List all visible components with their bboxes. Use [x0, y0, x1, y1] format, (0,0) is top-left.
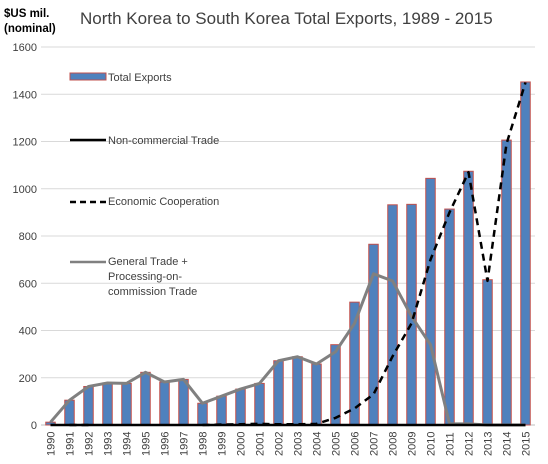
bar-total-exports	[235, 388, 246, 426]
y-axis-label-line1: $US mil.	[4, 8, 49, 20]
x-tick-label: 1991	[65, 432, 77, 456]
x-tick-label: 2005	[331, 432, 343, 456]
y-tick-label: 200	[19, 373, 37, 385]
bar-total-exports	[444, 208, 455, 426]
bar-total-exports	[520, 81, 531, 426]
legend: Total Exports Non-commercial Trade Econo…	[69, 72, 219, 298]
x-tick-label: 2012	[464, 432, 476, 456]
bar-total-exports	[197, 402, 208, 426]
x-tick-label: 1996	[160, 432, 172, 456]
x-tick-label: 1999	[217, 432, 229, 456]
x-tick-label: 1990	[46, 432, 58, 456]
legend-label-economic-cooperation: Economic Cooperation	[108, 196, 219, 208]
x-tick-label: 2009	[407, 432, 419, 456]
legend-label-non-commercial: Non-commercial Trade	[108, 135, 219, 147]
bar-total-exports	[254, 382, 265, 426]
x-tick-label: 2014	[502, 432, 514, 456]
x-tick-label: 1995	[141, 432, 153, 456]
legend-swatch-total-exports	[69, 72, 107, 81]
bar-total-exports	[387, 204, 398, 426]
x-tick-label: 2000	[236, 432, 248, 456]
bar-total-exports	[463, 170, 474, 426]
y-tick-label: 1000	[13, 184, 37, 196]
x-tick-label: 2006	[350, 432, 362, 456]
y-tick-label: 600	[19, 278, 37, 290]
x-tick-label: 2007	[369, 432, 381, 456]
bar-total-exports	[159, 381, 170, 426]
y-tick-label: 1600	[13, 42, 37, 54]
bar-total-exports	[102, 382, 113, 426]
bar-total-exports	[501, 139, 512, 426]
x-tick-label: 2004	[312, 432, 324, 456]
x-tick-label: 2011	[445, 432, 457, 456]
x-tick-label: 2013	[483, 432, 495, 456]
x-tick-label: 2015	[521, 432, 533, 456]
bar-total-exports	[425, 177, 436, 426]
gridlines	[41, 46, 535, 426]
legend-label-general-trade-2: Processing-on-	[108, 271, 182, 283]
chart-title: North Korea to South Korea Total Exports…	[80, 9, 493, 28]
legend-label-general-trade-1: General Trade +	[108, 256, 188, 268]
bar-total-exports	[140, 371, 151, 426]
y-tick-label: 1400	[13, 89, 37, 101]
x-tick-label: 2002	[274, 432, 286, 456]
bar-total-exports	[330, 344, 341, 426]
x-tick-label: 2008	[388, 432, 400, 456]
legend-label-general-trade-3: commission Trade	[108, 286, 197, 298]
y-tick-label: 400	[19, 326, 37, 338]
bar-total-exports	[83, 385, 94, 426]
series-lines	[49, 82, 527, 427]
bar-total-exports	[178, 378, 189, 426]
x-tick-label: 1997	[179, 432, 191, 456]
y-axis-ticks: 0 200 400 600 800 1000 1200 1400 1600	[13, 42, 37, 432]
series-line-general-trade	[49, 272, 526, 427]
bar-total-exports	[482, 279, 493, 426]
x-tick-label: 1992	[84, 432, 96, 456]
x-tick-label: 2001	[255, 432, 267, 456]
x-axis-ticks: 1990 1991 1992 1993 1994 1995 1996 1997 1998 1999…	[46, 432, 533, 456]
y-tick-label: 1200	[13, 137, 37, 149]
bars	[45, 81, 531, 426]
bar-total-exports	[273, 360, 284, 426]
bar-total-exports	[292, 356, 303, 426]
x-tick-label: 1994	[122, 432, 134, 456]
bar-total-exports	[216, 395, 227, 426]
x-tick-label: 1993	[103, 432, 115, 456]
legend-label-total-exports: Total Exports	[108, 72, 172, 84]
y-tick-label: 800	[19, 231, 37, 243]
x-tick-label: 2010	[426, 432, 438, 456]
x-tick-label: 2003	[293, 432, 305, 456]
bar-total-exports	[121, 382, 132, 426]
y-axis-label-line2: (nominal)	[4, 23, 56, 35]
bar-total-exports	[311, 363, 322, 426]
x-tick-label: 1998	[198, 432, 210, 456]
y-tick-label: 0	[31, 420, 37, 432]
series-line-economic-cooperation	[69, 82, 527, 427]
